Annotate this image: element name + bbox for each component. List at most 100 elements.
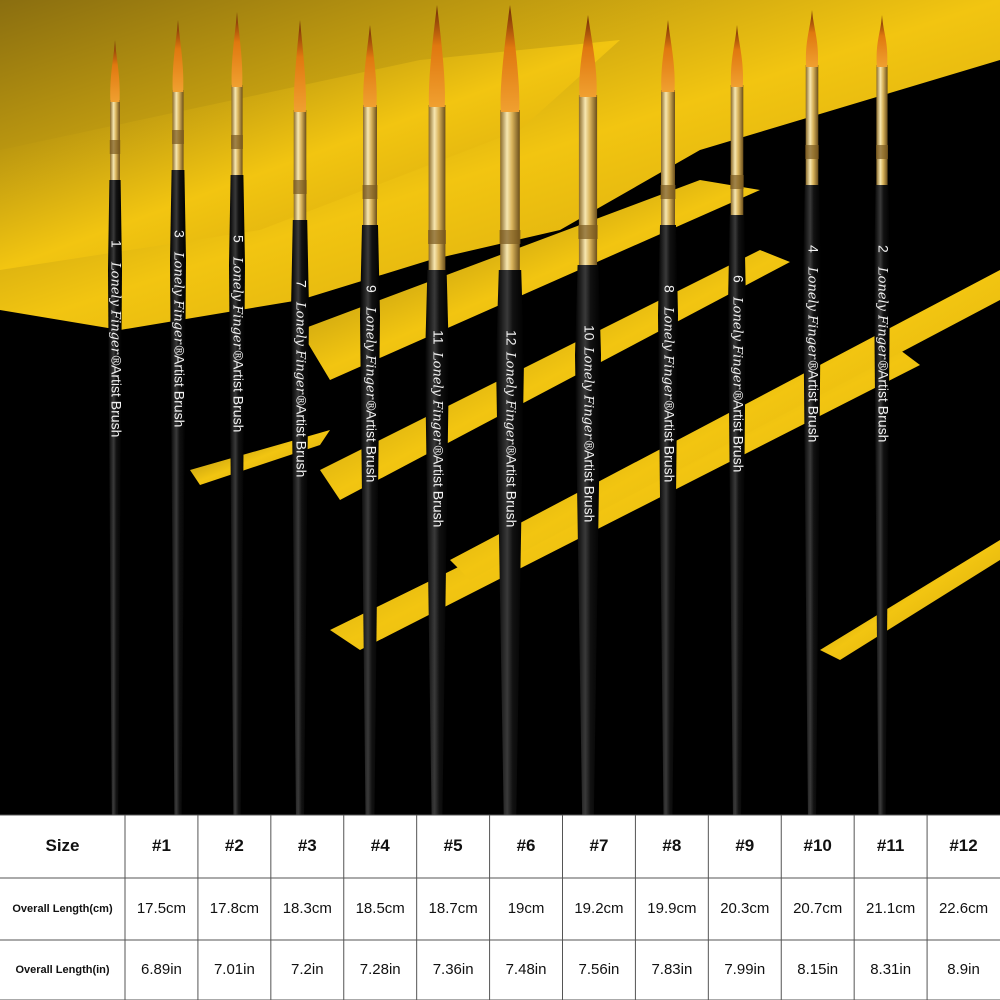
table-cell: 7.99in	[724, 961, 765, 978]
brush-handle	[803, 185, 821, 815]
brush: 10 Lonely Finger®Artist Brush	[575, 15, 601, 815]
brush-print: 4 Lonely Finger®Artist Brush	[805, 245, 822, 442]
brush-ferrule	[293, 110, 307, 220]
brush-brand: Lonely Finger®	[430, 351, 445, 457]
brush-tip	[110, 40, 120, 102]
brush-label: Artist Brush	[581, 450, 597, 522]
brush-brand: Lonely Finger®	[293, 301, 308, 407]
header-cell: #9	[735, 836, 754, 855]
table-cell: 18.3cm	[283, 900, 332, 917]
brush-tip	[172, 20, 184, 92]
brush-brand: Lonely Finger®	[875, 266, 890, 372]
ferrule-crimp	[578, 225, 598, 239]
brush-size: 12	[503, 330, 519, 346]
header-cell: #7	[589, 836, 608, 855]
header-cell: #6	[517, 836, 536, 855]
table-cell: Overall Length(cm)	[12, 903, 113, 915]
brush-size: 10	[581, 325, 597, 341]
header-cell: #5	[444, 836, 463, 855]
brush-size: 6	[730, 275, 746, 283]
table-cell: 7.56in	[579, 961, 620, 978]
brush: 7 Lonely Finger®Artist Brush	[291, 20, 309, 815]
brush-handle	[575, 265, 601, 815]
table-cell: 8.9in	[947, 961, 980, 978]
brush-label: Artist Brush	[171, 355, 187, 427]
table-bg	[0, 815, 1000, 1000]
header-cell: #8	[662, 836, 681, 855]
brush-handle	[291, 220, 309, 815]
brush-tip	[293, 20, 307, 112]
brush-print: 9 Lonely Finger®Artist Brush	[363, 285, 380, 482]
brush-brand: Lonely Finger®	[730, 296, 745, 402]
brush-tip	[730, 25, 744, 87]
header-cell: #3	[298, 836, 317, 855]
brush-ferrule	[363, 105, 377, 225]
brush-brand: Lonely Finger®	[805, 266, 820, 372]
brush-handle	[170, 170, 186, 815]
brush-print: 10 Lonely Finger®Artist Brush	[581, 325, 598, 522]
brush-tip	[500, 5, 520, 112]
table-cell: 7.28in	[360, 961, 401, 978]
header-cell: #1	[152, 836, 171, 855]
brush: 4 Lonely Finger®Artist Brush	[803, 10, 821, 815]
table-cell: 17.8cm	[210, 900, 259, 917]
brush: 11 Lonely Finger®Artist Brush	[425, 5, 449, 815]
brush-label: Artist Brush	[875, 370, 891, 442]
brush: 2 Lonely Finger®Artist Brush	[874, 15, 891, 815]
brush-print: 5 Lonely Finger®Artist Brush	[230, 235, 247, 432]
brush-brand: Lonely Finger®	[581, 346, 596, 452]
brush-tip	[579, 15, 597, 97]
brush-label: Artist Brush	[363, 410, 379, 482]
header-cell: #10	[804, 836, 832, 855]
brush-label: Artist Brush	[293, 405, 309, 477]
brush-size: 9	[363, 285, 379, 293]
header-cell: Size	[45, 836, 79, 855]
header-cell: #11	[877, 836, 904, 855]
brush: 6 Lonely Finger®Artist Brush	[728, 25, 746, 815]
brush-print: 2 Lonely Finger®Artist Brush	[875, 245, 892, 442]
brush-print: 8 Lonely Finger®Artist Brush	[661, 285, 678, 482]
brush-brand: Lonely Finger®	[108, 261, 123, 367]
brush-size: 8	[661, 285, 677, 293]
ferrule-crimp	[172, 130, 184, 144]
brush-label: Artist Brush	[108, 365, 124, 437]
brush-brand: Lonely Finger®	[661, 306, 676, 412]
header-cell: #4	[371, 836, 390, 855]
brush-label: Artist Brush	[230, 360, 246, 432]
table-cell: 18.5cm	[356, 900, 405, 917]
brush-label: Artist Brush	[503, 455, 519, 527]
table-cell: 7.83in	[651, 961, 692, 978]
table-cell: 8.15in	[797, 961, 838, 978]
brush-size: 4	[805, 245, 821, 253]
brush-handle	[874, 185, 890, 815]
brush-print: 7 Lonely Finger®Artist Brush	[293, 280, 310, 477]
brush-size: 1	[108, 240, 124, 248]
brush-handle	[496, 270, 524, 815]
brush-handle	[728, 215, 746, 815]
table-cell: 20.3cm	[720, 900, 769, 917]
ferrule-crimp	[231, 135, 243, 149]
brush-label: Artist Brush	[661, 410, 677, 482]
table-cell: 8.31in	[870, 961, 911, 978]
brush-tip	[428, 5, 446, 107]
brush-size: 7	[293, 280, 309, 288]
brush-print: 12 Lonely Finger®Artist Brush	[503, 330, 520, 527]
table-cell: 7.48in	[506, 961, 547, 978]
brush-handle	[425, 270, 449, 815]
brush-ferrule	[428, 105, 446, 270]
brush-brand: Lonely Finger®	[363, 306, 378, 412]
brush-ferrule	[578, 95, 598, 265]
brush-print: 6 Lonely Finger®Artist Brush	[730, 275, 747, 472]
brush-ferrule	[876, 65, 888, 185]
brush-label: Artist Brush	[430, 455, 446, 527]
brush-brand: Lonely Finger®	[503, 351, 518, 457]
ferrule-crimp	[730, 175, 744, 189]
brush-size: 5	[230, 235, 246, 243]
table-cell: Overall Length(in)	[15, 964, 109, 976]
size-table: Size #1 #2 #3 #4 #5 #6 #7 #8 #9 #10 #11 #12 Overall L…	[0, 814, 1000, 1000]
brush-label: Artist Brush	[730, 400, 746, 472]
brush-ferrule	[661, 90, 675, 225]
brush-ferrule	[730, 85, 744, 215]
